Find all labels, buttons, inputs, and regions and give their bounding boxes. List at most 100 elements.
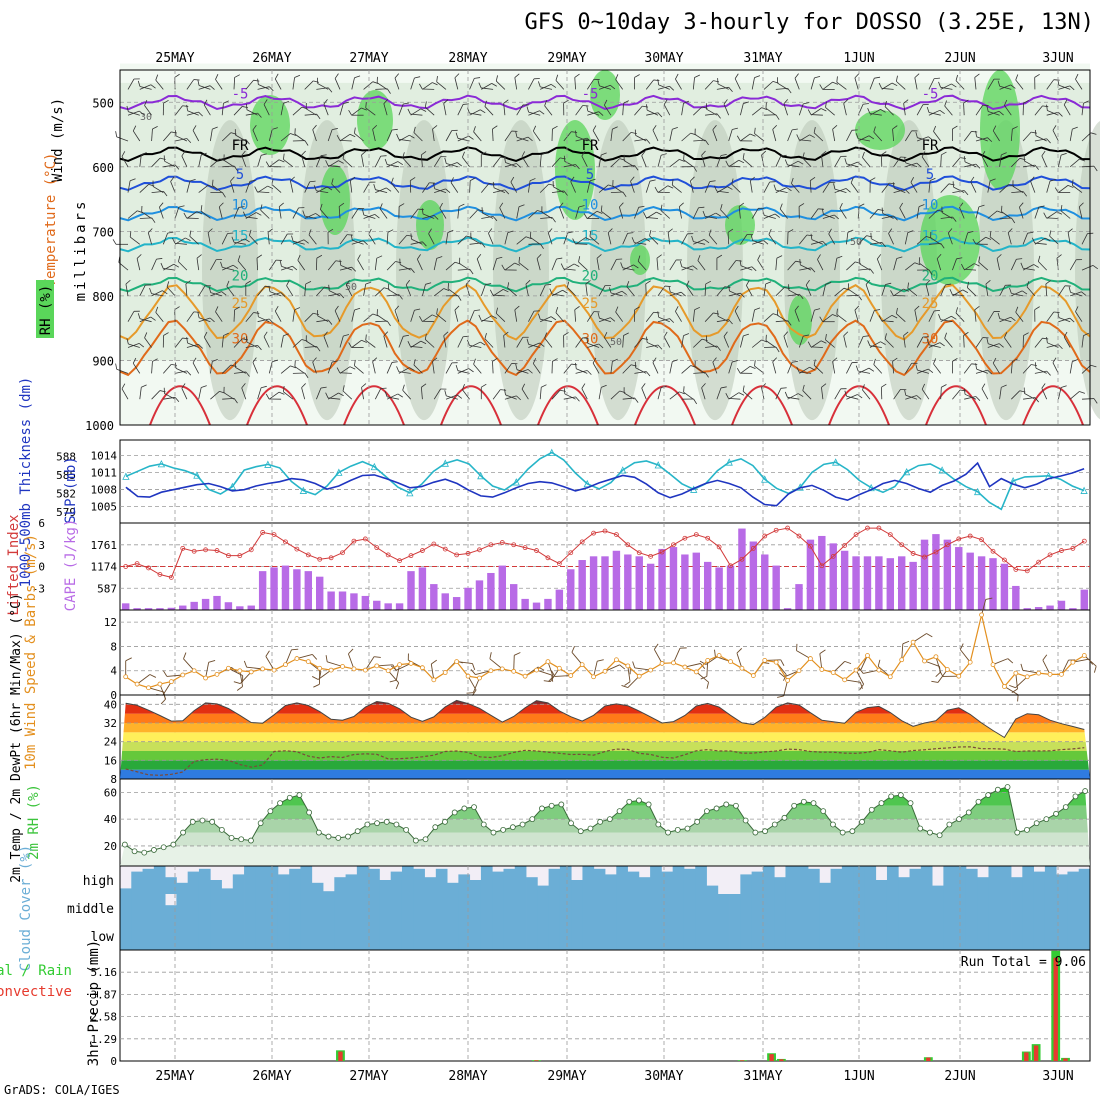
wind-barb: [515, 363, 529, 374]
wind-speed-point: [853, 667, 859, 673]
wind-barb-feather: [585, 237, 592, 241]
wind-barb-staff: [705, 216, 717, 219]
isotherm-label: 5: [236, 167, 244, 183]
wind-barb-staff: [615, 311, 624, 322]
surface-barb-feather: [780, 659, 785, 666]
wind-barb-feather: [287, 233, 294, 235]
wind-barb-staff: [761, 154, 765, 167]
wind-barb-staff: [398, 371, 411, 374]
wind-barb-staff: [339, 234, 348, 245]
cloud-cell: [390, 871, 403, 894]
wind-barb: [701, 150, 706, 167]
wind-barb-feather: [701, 383, 706, 388]
wind-barb-feather: [485, 283, 492, 286]
wind-barb-staff: [505, 394, 517, 400]
wind-barb-feather: [516, 395, 521, 401]
wind-speed-point: [796, 668, 802, 674]
wind-barb: [504, 156, 517, 168]
rh-point: [936, 832, 943, 839]
wind-barb: [432, 125, 438, 142]
wind-barb-staff: [368, 234, 376, 245]
wind-barb-staff: [622, 364, 632, 374]
wind-barb: [155, 74, 164, 90]
wind-barb-staff: [181, 155, 188, 167]
wind-barb: [376, 76, 388, 90]
cloud-cell: [740, 894, 753, 922]
wind-barb-feather: [604, 332, 608, 338]
cloud-cell: [1022, 866, 1035, 894]
wind-barb-staff: [540, 86, 553, 90]
cloud-cell: [1044, 894, 1057, 922]
wind-barb-staff: [334, 310, 341, 322]
cloud-cell: [627, 922, 640, 950]
wind-barb-feather: [233, 398, 238, 404]
wind-barb-staff: [670, 291, 682, 297]
wind-barb-feather: [701, 150, 706, 156]
wind-barb: [681, 100, 690, 116]
cloud-cell: [706, 885, 719, 894]
cloud-cell: [277, 894, 290, 922]
wind-barb: [325, 392, 341, 400]
wind-barb-feather: [663, 99, 668, 105]
wind-barb-feather: [152, 358, 158, 362]
wind-barb: [563, 363, 578, 374]
wind-barb: [723, 99, 730, 116]
wind-barb-staff: [810, 208, 819, 219]
wind-barb-feather: [246, 336, 248, 343]
wind-barb-staff: [738, 206, 741, 219]
cloud-cell: [920, 894, 933, 922]
wind-barb-staff: [257, 191, 270, 193]
wind-barb-feather: [376, 255, 383, 259]
cloud-cell: [954, 922, 967, 950]
cloud-cell: [605, 894, 617, 922]
wind-barb-feather: [257, 345, 262, 351]
cape-bar: [920, 539, 929, 610]
wind-barb: [151, 290, 168, 297]
wind-barb-feather: [581, 383, 586, 389]
cape-bar: [567, 569, 575, 610]
wind-barb-feather: [421, 208, 424, 215]
wind-barb-staff: [598, 387, 602, 400]
wind-barb: [223, 154, 235, 168]
wind-barb-feather: [286, 280, 290, 286]
wind-barb-staff: [327, 260, 337, 271]
wind-barb-feather: [174, 306, 180, 311]
cloud-cell: [503, 922, 516, 950]
wind-barb-staff: [634, 242, 647, 245]
rh-point: [218, 826, 225, 833]
wind-barb: [503, 99, 509, 116]
wind-barb: [740, 133, 756, 142]
cloud-cell: [650, 866, 662, 894]
wind-barb: [291, 235, 305, 245]
cloud-cell: [210, 880, 222, 894]
wind-barb-staff: [492, 361, 494, 374]
wind-barb-staff: [765, 340, 777, 348]
legend-convective: Convective: [0, 984, 72, 1000]
wind-barb-staff: [575, 105, 583, 116]
wind-barb-feather: [374, 214, 380, 219]
wind-barb-staff: [304, 283, 307, 296]
wind-barb-staff: [436, 81, 447, 90]
wind-barb-feather: [365, 102, 367, 109]
wind-barb-staff: [751, 107, 762, 116]
wind-barb: [575, 362, 588, 374]
wind-barb-staff: [669, 159, 680, 168]
wind-barb-feather: [407, 341, 411, 347]
wind-barb-staff: [144, 337, 152, 348]
wind-barb: [555, 74, 565, 90]
wind-barb-staff: [810, 346, 823, 348]
wind-barb-staff: [532, 130, 541, 142]
wind-barb: [234, 129, 247, 142]
wind-barb-feather: [712, 124, 717, 130]
wind-barb-staff: [151, 129, 153, 142]
wind-barb: [615, 306, 624, 322]
wind-barb-feather: [241, 383, 246, 389]
wind-barb-feather: [787, 229, 794, 233]
wind-barb-staff: [492, 156, 501, 168]
wind-barb: [773, 184, 788, 193]
wind-barb: [514, 73, 520, 90]
surface-barb-staff: [239, 671, 252, 684]
wind-barb-staff: [539, 387, 542, 400]
wind-barb: [694, 361, 706, 374]
wind-barb: [280, 233, 294, 245]
